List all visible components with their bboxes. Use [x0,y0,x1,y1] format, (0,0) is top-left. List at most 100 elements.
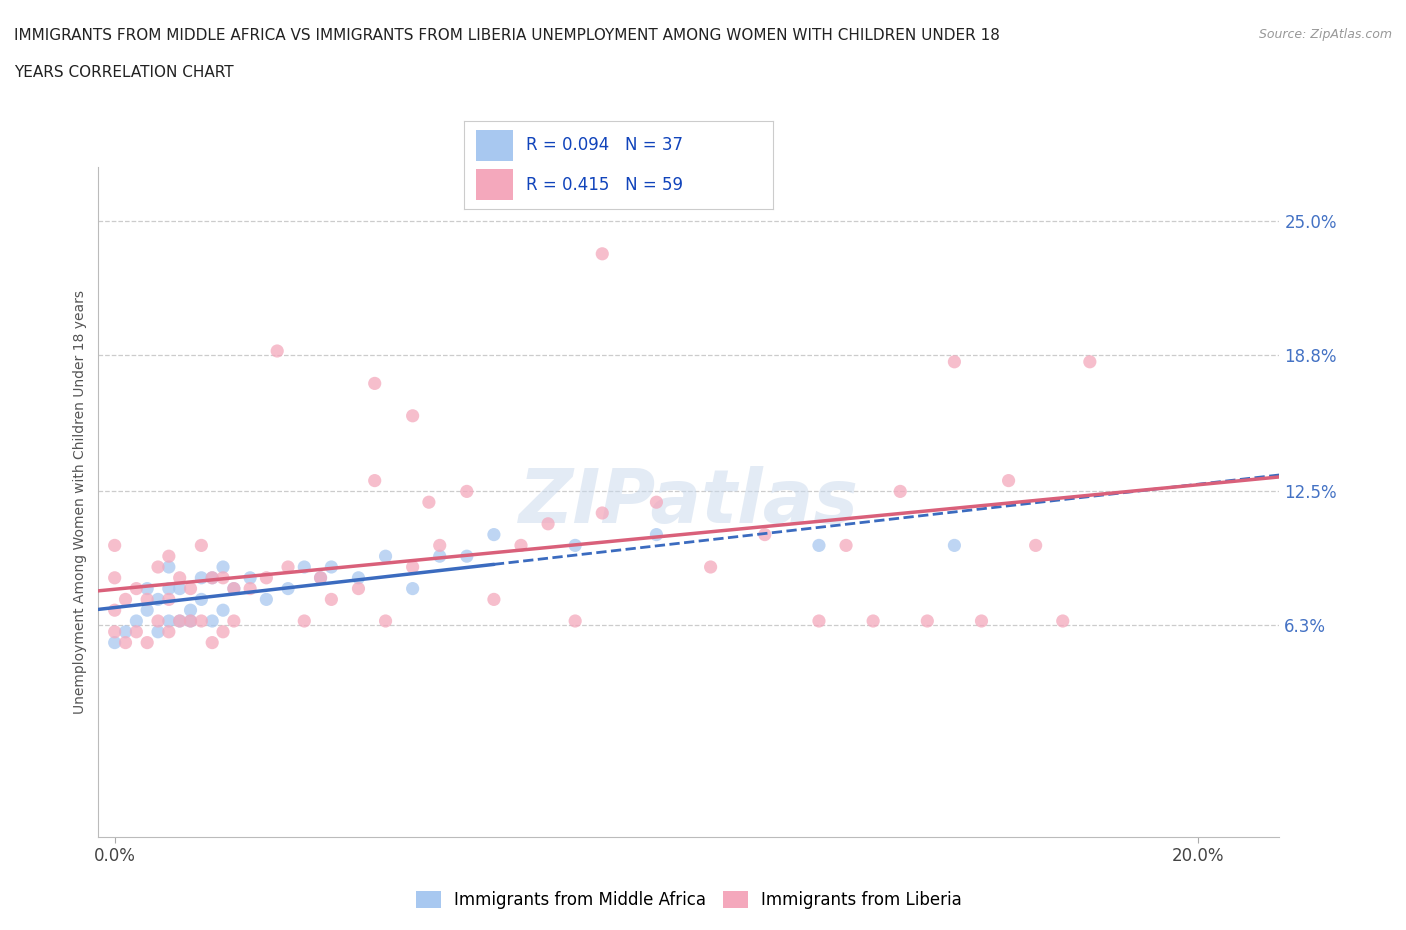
Point [374,614,396,629]
Point [239,581,262,596]
Point [482,527,505,542]
Point [997,473,1019,488]
Point [157,592,180,607]
Point [190,592,212,607]
Point [807,538,830,552]
Point [510,538,533,552]
Point [212,624,235,639]
Point [201,570,224,585]
Point [104,603,127,618]
Point [190,570,212,585]
Point [277,560,299,575]
Bar [477,169,513,201]
Point [482,592,505,607]
Point [169,570,191,585]
Point [201,614,224,629]
Text: Source: ZipAtlas.com: Source: ZipAtlas.com [1258,28,1392,41]
Point [277,581,299,596]
Point [222,581,245,596]
Point [591,246,613,261]
Point [645,527,668,542]
Point [180,614,202,629]
Point [645,495,668,510]
Legend: Immigrants from Middle Africa, Immigrants from Liberia: Immigrants from Middle Africa, Immigrant… [409,884,969,916]
Point [180,614,202,629]
Point [254,570,277,585]
Point [136,635,159,650]
Point [943,538,966,552]
Point [169,581,191,596]
Point [146,614,169,629]
Point [292,614,315,629]
Point [456,549,478,564]
Point [180,581,202,596]
Point [347,581,370,596]
Point [418,495,440,510]
Point [222,614,245,629]
Point [254,592,277,607]
Point [374,549,396,564]
Point [1078,354,1101,369]
Point [429,538,451,552]
Point [807,614,830,629]
Point [699,560,721,575]
Point [591,506,613,521]
Point [1025,538,1047,552]
Point [917,614,939,629]
Point [266,343,288,358]
Point [136,603,159,618]
Point [364,473,387,488]
Point [401,408,423,423]
Point [537,516,560,531]
Point [456,484,478,498]
Point [309,570,332,585]
Point [321,592,343,607]
Point [212,570,235,585]
Point [190,538,212,552]
Point [347,570,370,585]
Point [364,376,387,391]
Point [292,560,315,575]
Point [169,614,191,629]
Point [401,581,423,596]
Point [190,614,212,629]
Point [429,549,451,564]
Point [104,570,127,585]
Text: YEARS CORRELATION CHART: YEARS CORRELATION CHART [14,65,233,80]
Point [169,614,191,629]
Point [114,635,136,650]
Y-axis label: Unemployment Among Women with Children Under 18 years: Unemployment Among Women with Children U… [73,290,87,714]
Point [104,635,127,650]
Text: R = 0.094   N = 37: R = 0.094 N = 37 [526,136,683,154]
Point [835,538,858,552]
Point [970,614,993,629]
Point [212,603,235,618]
Text: R = 0.415   N = 59: R = 0.415 N = 59 [526,176,683,194]
Point [754,527,776,542]
Point [157,581,180,596]
Point [125,581,148,596]
Point [104,624,127,639]
Point [136,592,159,607]
Text: ZIPatlas: ZIPatlas [519,466,859,538]
Point [146,592,169,607]
Point [136,581,159,596]
Point [157,614,180,629]
Point [157,560,180,575]
Point [104,538,127,552]
Point [212,560,235,575]
Bar [477,130,513,161]
Point [114,624,136,639]
Point [943,354,966,369]
Point [401,560,423,575]
Point [146,624,169,639]
Point [201,635,224,650]
Point [146,560,169,575]
Point [201,570,224,585]
Text: IMMIGRANTS FROM MIDDLE AFRICA VS IMMIGRANTS FROM LIBERIA UNEMPLOYMENT AMONG WOME: IMMIGRANTS FROM MIDDLE AFRICA VS IMMIGRA… [14,28,1000,43]
Point [114,592,136,607]
Point [157,549,180,564]
Point [564,538,586,552]
Point [125,624,148,639]
Point [889,484,911,498]
